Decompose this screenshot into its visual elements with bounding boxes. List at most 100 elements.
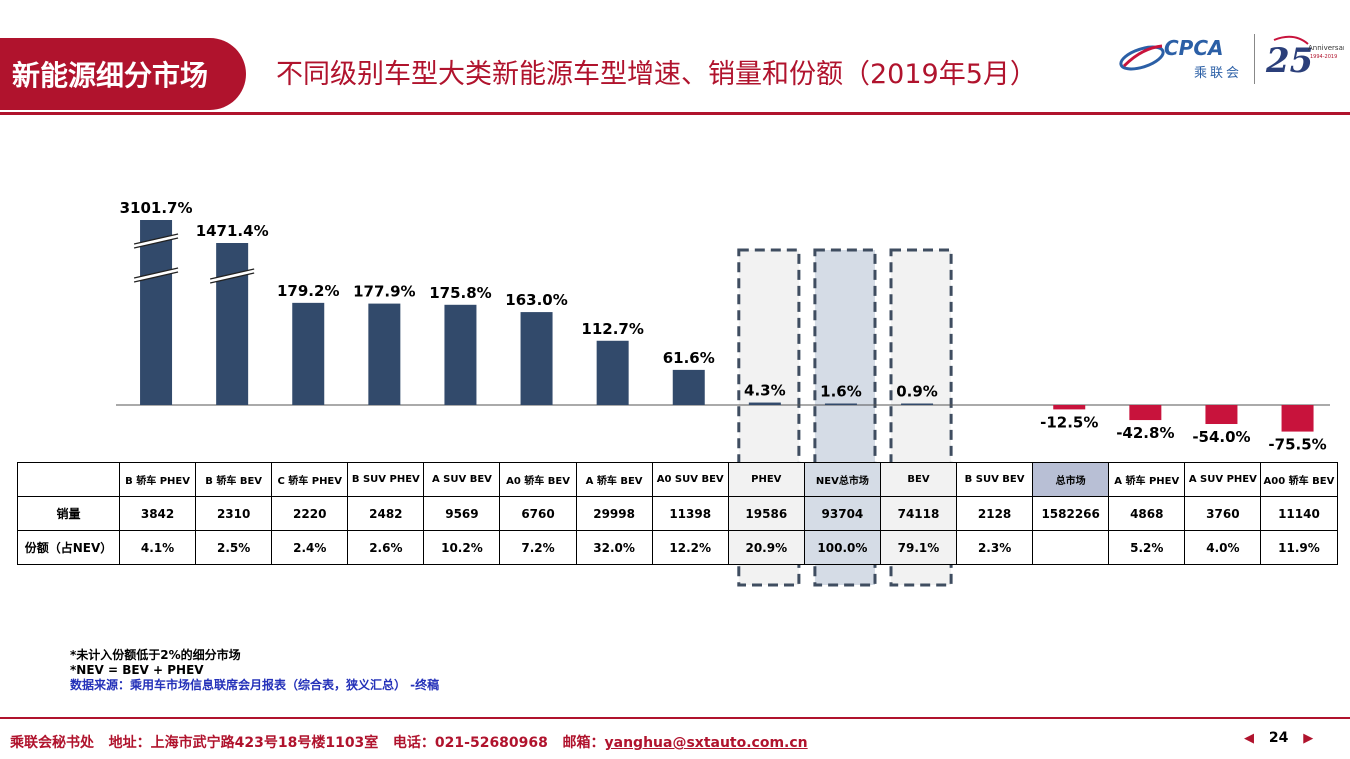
table-row-head: 销量 xyxy=(17,496,120,531)
anniversary-years: 1994-2019 xyxy=(1310,54,1337,60)
bar xyxy=(1053,405,1086,410)
bar xyxy=(292,302,325,405)
note-share-threshold: *未计入份额低于2%的细分市场 xyxy=(70,648,241,662)
axis-break-mark xyxy=(210,268,255,284)
table-header-row: B 轿车 PHEV B 轿车 BEV C 轿车 PHEV B SUV PHEV A SU… xyxy=(17,462,1338,497)
bar xyxy=(140,220,173,405)
bar-value-label: 0.9% xyxy=(896,383,938,401)
pager: ◀ 24 ▶ xyxy=(1244,730,1313,746)
footer-email-link[interactable]: yanghua@sxtauto.com.cn xyxy=(604,735,808,751)
bar xyxy=(824,403,857,405)
table-header-cell: A0 SUV BEV xyxy=(651,462,729,497)
table-cell-sales: 1582266 xyxy=(1032,496,1110,531)
bar-value-label: 3101.7% xyxy=(120,199,193,217)
table-cell-share: 2.5% xyxy=(195,530,273,565)
bar xyxy=(748,402,781,405)
table-header-cell: PHEV xyxy=(727,462,805,497)
footer-address: 地址：上海市武宁路423号18号楼1103室 xyxy=(108,735,379,751)
bar-value-label: 163.0% xyxy=(505,291,567,309)
footnotes: *未计入份额低于2%的细分市场 *NEV = BEV + PHEV 数据来源：乘… xyxy=(70,648,439,693)
bar-value-label: -12.5% xyxy=(1040,413,1098,431)
footer-phone: 电话：021-52680968 xyxy=(392,735,548,751)
bar xyxy=(368,303,401,405)
table-cell-share: 20.9% xyxy=(727,530,805,565)
table-cell-share: 2.3% xyxy=(956,530,1034,565)
footer-divider xyxy=(0,717,1350,719)
table-cell-sales: 2128 xyxy=(956,496,1034,531)
table-row-head: 份额（占NEV） xyxy=(17,530,120,565)
bar xyxy=(444,304,477,405)
table-header-cell: NEV总市场 xyxy=(803,462,881,497)
footer-email-label: 邮箱： xyxy=(562,735,605,751)
table-cell-sales: 2310 xyxy=(195,496,273,531)
table-header-cell: 总市场 xyxy=(1032,462,1110,497)
anniversary-word: Anniversary xyxy=(1308,44,1344,52)
header-divider xyxy=(0,112,1350,115)
cpca-cn-logo: 乘联会 xyxy=(1194,66,1243,81)
table-header-cell: BEV xyxy=(879,462,958,497)
section-tag: 新能源细分市场 xyxy=(0,38,246,110)
page-title: 不同级别车型大类新能源车型增速、销量和份额（2019年5月） xyxy=(276,59,1037,90)
table-cell-share: 100.0% xyxy=(803,530,881,565)
anniversary-number: 25 xyxy=(1265,41,1313,81)
table-header-cell: A SUV PHEV xyxy=(1184,462,1262,497)
table-header-cell: B 轿车 PHEV xyxy=(118,462,197,497)
table-cell-share: 79.1% xyxy=(879,530,958,565)
bar xyxy=(1281,405,1314,432)
bar-value-label: 61.6% xyxy=(663,349,715,367)
bar-value-label: 4.3% xyxy=(744,382,786,400)
table-cell-sales: 74118 xyxy=(879,496,958,531)
table-cell-sales: 2220 xyxy=(271,496,349,531)
bar-value-label: -75.5% xyxy=(1268,436,1326,454)
next-page-icon[interactable]: ▶ xyxy=(1303,731,1314,746)
bar-value-label: -42.8% xyxy=(1116,424,1174,442)
bar xyxy=(520,312,553,405)
axis-break-mark xyxy=(133,233,179,249)
table-cell-sales: 4868 xyxy=(1108,496,1186,531)
logo-area: CPCA 乘联会 25 Anniversary 1994-2019 xyxy=(1118,30,1348,90)
table-cell-sales: 2482 xyxy=(347,496,425,531)
table-cell-share: 32.0% xyxy=(575,530,653,565)
table-cell-share: 4.1% xyxy=(118,530,197,565)
table-cell-share: 2.6% xyxy=(347,530,425,565)
growth-bar-chart: 3101.7%1471.4% 179.2% 177.9% 175.8% 163.0% 11… xyxy=(116,199,1330,587)
anniversary-logo: 25 Anniversary 1994-2019 xyxy=(1265,35,1344,81)
bar xyxy=(596,340,629,405)
bar xyxy=(216,243,249,405)
table-cell-sales: 19586 xyxy=(727,496,805,531)
table-cell-share: 4.0% xyxy=(1184,530,1262,565)
table-header-cell: C 轿车 PHEV xyxy=(271,462,349,497)
note-nev-definition: *NEV = BEV + PHEV xyxy=(70,663,204,677)
table-header-cell: A00 轿车 BEV xyxy=(1260,462,1338,497)
table-cell-sales: 6760 xyxy=(499,496,577,531)
table-header-cell: A0 轿车 BEV xyxy=(499,462,577,497)
bar-value-label: 179.2% xyxy=(277,282,339,300)
table-header-cell: A 轿车 PHEV xyxy=(1108,462,1186,497)
cpca-logo: CPCA xyxy=(1164,36,1224,60)
table-header-cell: A SUV BEV xyxy=(423,462,501,497)
bar xyxy=(901,403,934,405)
bar xyxy=(1129,405,1162,421)
prev-page-icon[interactable]: ◀ xyxy=(1244,731,1254,746)
table-cell-share: 7.2% xyxy=(499,530,577,565)
table-header-cell: B SUV BEV xyxy=(956,462,1034,497)
table-cell-share: 10.2% xyxy=(423,530,501,565)
bar-value-label: 1471.4% xyxy=(196,222,269,240)
table-header-cell: B 轿车 BEV xyxy=(195,462,273,497)
table-row-sales: 销量 3842 2310 2220 2482 9569 6760 29998 11398 1958… xyxy=(17,496,1338,531)
data-table: B 轿车 PHEV B 轿车 BEV C 轿车 PHEV B SUV PHEV A SU… xyxy=(17,462,1338,565)
table-cell-share xyxy=(1032,530,1110,565)
table-cell-share: 2.4% xyxy=(271,530,349,565)
bar-value-label: -54.0% xyxy=(1192,428,1250,446)
bar-value-label: 1.6% xyxy=(820,383,862,401)
bar-value-label: 112.7% xyxy=(581,320,643,338)
table-cell-sales: 93704 xyxy=(803,496,881,531)
table-cell-sales: 3760 xyxy=(1184,496,1262,531)
table-cell-share: 5.2% xyxy=(1108,530,1186,565)
bar-value-label: 177.9% xyxy=(353,283,415,301)
cpca-swoosh-icon xyxy=(1119,44,1165,71)
footer-org: 乘联会秘书处 xyxy=(10,735,94,751)
table-row-shares: 份额（占NEV） 4.1% 2.5% 2.4% 2.6% 10.2% 7.2% 32.0% 12… xyxy=(17,530,1338,565)
footer-contact: 乘联会秘书处 地址：上海市武宁路423号18号楼1103室 电话：021-526… xyxy=(10,732,808,752)
table-cell-share: 11.9% xyxy=(1260,530,1338,565)
